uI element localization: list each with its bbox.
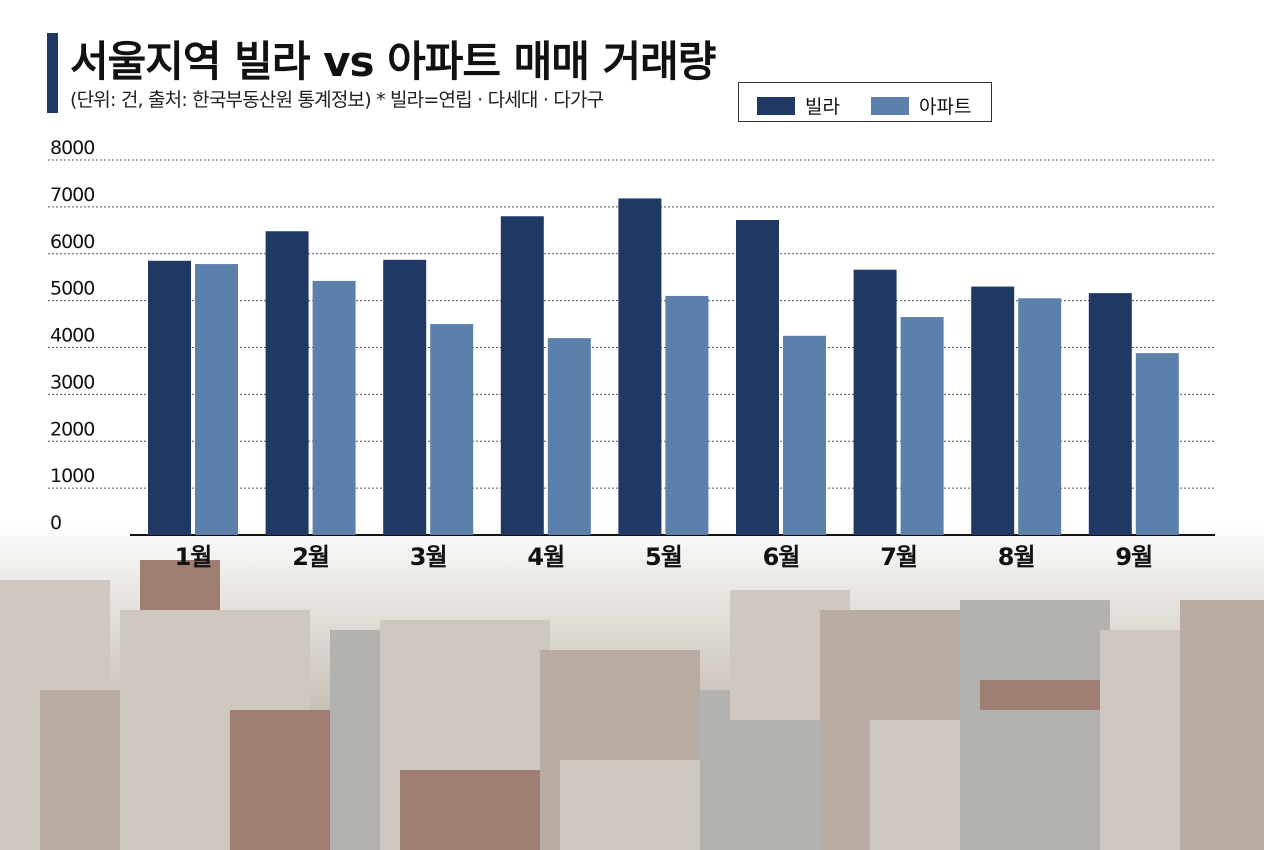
bar-apartment [547,338,591,535]
chart-subtitle: (단위: 건, 출처: 한국부동산원 통계정보) * 빌라=연립 · 다세대 ·… [70,89,604,111]
title-accent-bar [47,33,58,113]
x-tick-label: 1월 [175,543,212,571]
chart-title: 서울지역 빌라 vs 아파트 매매 거래량 [70,37,716,86]
bar-villa [148,260,191,535]
x-tick-label: 2월 [292,543,329,571]
legend-swatch-apartment [871,96,909,115]
x-tick-label: 5월 [645,543,682,571]
bar-villa [383,259,427,535]
legend: 빌라 아파트 [738,82,992,122]
legend-swatch-villa [757,96,795,115]
bar-apartment [665,295,709,535]
x-tick-label: 7월 [880,543,917,571]
y-tick-label: 2000 [50,418,94,440]
legend-label-apartment: 아파트 [919,96,972,118]
y-tick-label: 3000 [50,371,94,393]
y-tick-label: 0 [50,512,61,534]
legend-item-villa: 빌라 [757,92,840,119]
y-tick-label: 1000 [50,465,94,487]
bar-villa [618,198,662,535]
bar-villa [971,286,1015,535]
x-tick-label: 8월 [998,543,1035,571]
bar-apartment [1135,353,1179,535]
bar-apartment [430,324,474,535]
legend-item-apartment: 아파트 [871,92,971,119]
y-tick-label: 4000 [50,325,94,347]
bar-villa [265,231,309,535]
y-tick-label: 7000 [50,184,94,206]
x-tick-label: 9월 [1115,543,1152,571]
x-tick-label: 3월 [410,543,447,571]
legend-label-villa: 빌라 [805,96,840,118]
bar-apartment [312,280,356,535]
bar-villa [853,269,897,535]
y-tick-label: 5000 [50,278,94,300]
bar-villa [1088,293,1132,535]
x-tick-label: 4월 [527,543,564,571]
bar-apartment [783,335,826,535]
bar-villa [500,216,544,535]
bar-apartment [1018,298,1062,535]
bar-villa [736,220,779,535]
bar-apartment [900,317,944,535]
bar-apartment [195,264,238,535]
y-tick-label: 8000 [50,137,94,159]
x-tick-label: 6월 [763,543,800,571]
background-city-photo [0,520,1264,850]
y-tick-label: 6000 [50,231,94,253]
